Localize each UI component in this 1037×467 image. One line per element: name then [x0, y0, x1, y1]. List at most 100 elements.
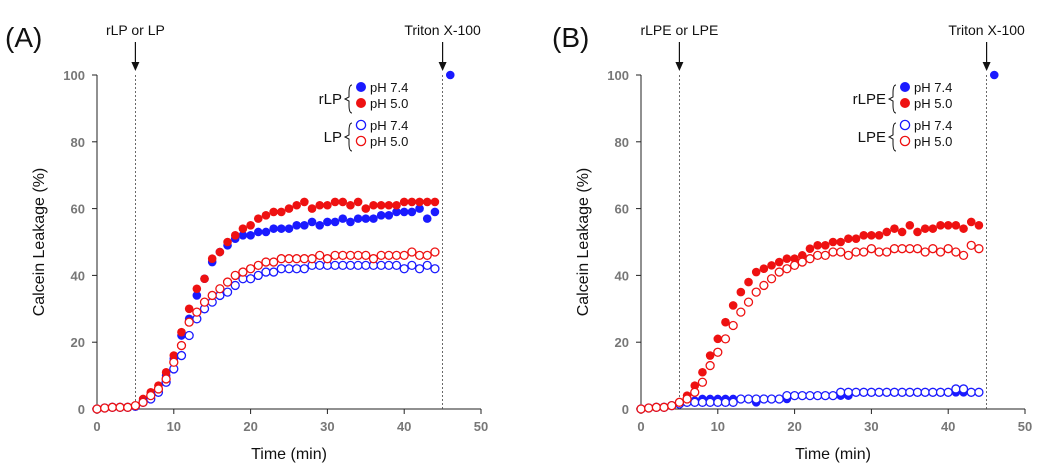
x-tick-label: 0	[637, 419, 644, 434]
data-point	[261, 210, 271, 220]
data-point	[966, 217, 976, 227]
data-point	[797, 257, 807, 267]
data-point	[805, 244, 815, 253]
data-point	[192, 307, 202, 317]
data-point	[697, 377, 708, 387]
data-point	[797, 251, 807, 260]
y-tick-label: 60	[71, 202, 85, 217]
data-point	[767, 261, 776, 270]
data-point	[851, 387, 861, 397]
data-point	[345, 250, 356, 261]
data-point	[215, 284, 225, 294]
data-point	[690, 387, 700, 397]
data-point	[874, 231, 884, 240]
data-point	[751, 267, 761, 277]
legend-entry-label: pH 5.0	[370, 134, 408, 149]
y-tick-label: 60	[615, 202, 629, 217]
data-point	[238, 224, 248, 233]
data-point	[697, 397, 708, 407]
data-point	[721, 317, 730, 327]
legend-entry-label: pH 5.0	[370, 96, 408, 111]
data-point	[246, 221, 255, 230]
data-point	[422, 197, 432, 207]
data-point	[698, 367, 707, 377]
data-point	[928, 224, 938, 233]
y-tick-label: 100	[63, 68, 85, 83]
arrow-down-icon	[982, 62, 991, 71]
data-point	[261, 227, 271, 237]
data-point	[307, 254, 317, 264]
data-point	[215, 247, 225, 257]
panel-a: (A) 0 10 20 30 40 50 0 20 40 60 80 100 Time (min) Calc…	[5, 22, 488, 463]
y-tick-label: 40	[615, 268, 629, 283]
data-point	[345, 260, 356, 271]
data-point	[828, 247, 838, 257]
x-tick-label: 50	[1018, 419, 1032, 434]
data-point	[667, 401, 677, 411]
data-point	[951, 384, 961, 394]
data-point	[797, 390, 807, 401]
x-tick-label: 50	[474, 419, 488, 434]
data-point	[430, 264, 440, 274]
data-point	[789, 390, 800, 401]
data-point	[828, 390, 838, 401]
arrow-down-icon	[131, 62, 140, 71]
data-point	[705, 397, 715, 407]
legend-entry-label: pH 5.0	[914, 134, 952, 149]
data-point	[407, 207, 417, 217]
data-point	[338, 260, 348, 271]
data-point	[705, 351, 715, 360]
data-point	[292, 254, 302, 264]
x-tick-label: 10	[711, 419, 725, 434]
data-point	[376, 200, 386, 210]
legend-group-label: rLP	[319, 91, 342, 108]
data-point	[913, 227, 922, 237]
data-point	[269, 207, 278, 217]
data-point	[384, 260, 394, 271]
data-point	[315, 250, 325, 261]
data-point	[315, 221, 325, 230]
data-point	[782, 390, 792, 401]
data-point	[674, 397, 685, 407]
legend-bracket	[343, 122, 353, 152]
data-point	[759, 394, 769, 404]
data-point	[153, 384, 164, 394]
data-point	[268, 257, 279, 267]
data-point	[766, 274, 777, 284]
data-point	[897, 227, 907, 237]
x-tick-label: 30	[864, 419, 878, 434]
data-point	[222, 287, 233, 297]
data-point	[859, 247, 869, 257]
legend-entry-label: pH 7.4	[370, 80, 408, 95]
data-point	[820, 250, 830, 261]
data-point	[192, 291, 202, 300]
data-point	[414, 250, 425, 261]
data-point	[989, 70, 999, 80]
data-point	[338, 250, 348, 261]
data-point	[430, 197, 440, 207]
data-point	[184, 317, 194, 327]
data-point	[230, 231, 240, 240]
data-point	[966, 387, 976, 397]
data-point	[920, 247, 930, 257]
data-point	[736, 307, 746, 317]
data-point	[959, 224, 968, 233]
data-point	[743, 297, 754, 307]
data-point	[974, 244, 984, 254]
data-point	[300, 221, 309, 230]
data-point	[361, 250, 371, 261]
data-point	[751, 287, 761, 297]
data-point	[974, 387, 984, 397]
data-point	[300, 197, 309, 207]
legend-entry-label: pH 5.0	[914, 96, 952, 111]
data-point	[690, 397, 700, 407]
data-point	[368, 254, 379, 264]
y-axis-label: Calcein Leakage (%)	[31, 168, 48, 317]
data-point	[407, 260, 417, 271]
data-point	[284, 224, 294, 233]
data-point	[659, 402, 669, 412]
data-point	[184, 330, 194, 341]
data-point	[292, 200, 301, 210]
